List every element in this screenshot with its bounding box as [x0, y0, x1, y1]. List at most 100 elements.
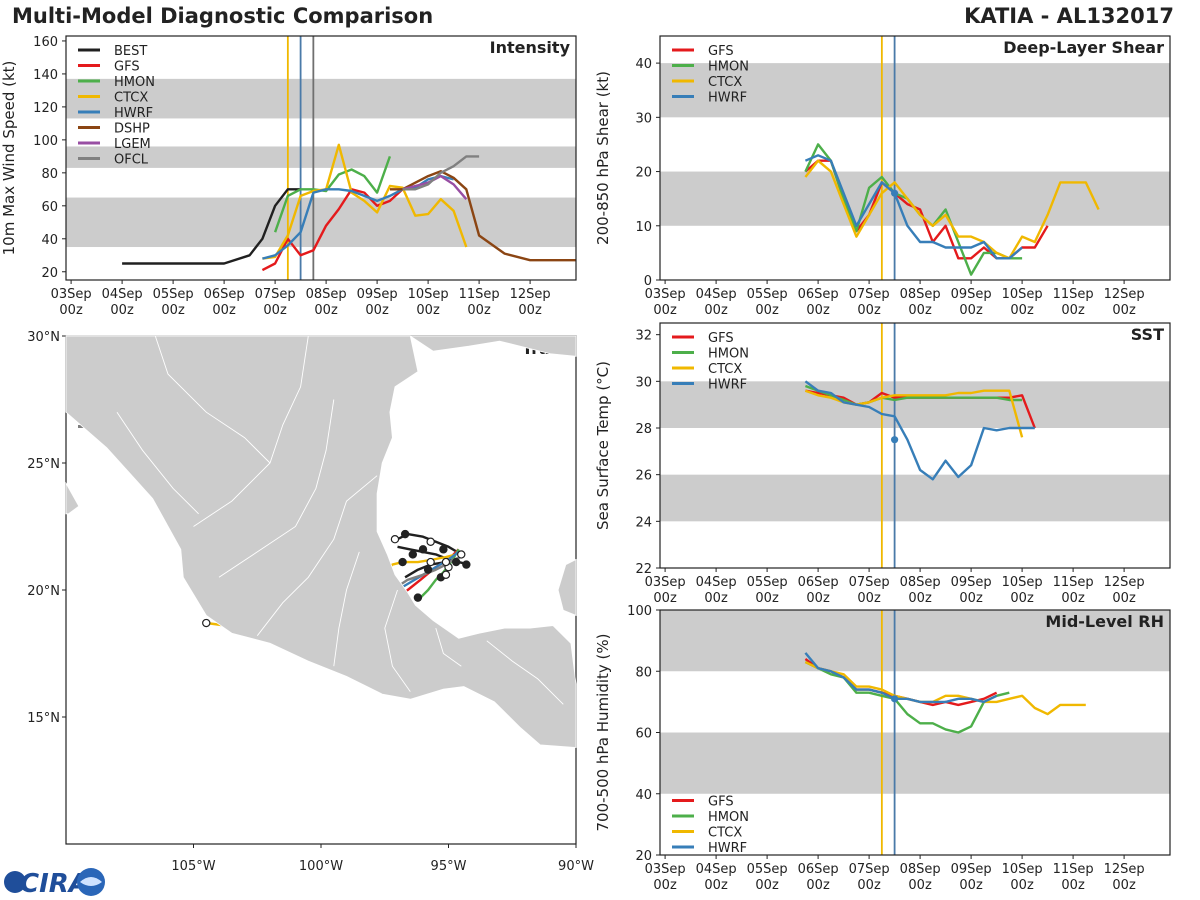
track-point-open	[202, 618, 211, 628]
series-line-hmon	[273, 155, 392, 233]
x-tick-label: 05Sep	[747, 287, 788, 302]
track-point-open	[441, 557, 451, 567]
x-tick-label: 07Sep	[849, 862, 890, 877]
y-tick-label: 80	[635, 665, 652, 680]
x-tick-label: 05Sep	[747, 575, 788, 590]
cira-logo: CIRA	[4, 868, 105, 899]
x-tick-label: 12Sep	[510, 287, 551, 302]
y-tick-label: 26	[635, 469, 652, 484]
x-tick-label: 11Sep	[1053, 575, 1094, 590]
x-tick-label: 08Sep	[900, 862, 941, 877]
track-point-filled	[462, 560, 471, 569]
y-tick-label: 30°N	[27, 330, 60, 345]
legend-label-ofcl: OFCL	[114, 153, 149, 168]
y-axis-label: 200-850 hPa Shear (kt)	[594, 71, 612, 245]
band	[66, 197, 576, 248]
y-tick-label: 100	[627, 604, 652, 619]
legend-label-hmon: HMON	[708, 60, 749, 75]
legend-label-hwrf: HWRF	[708, 378, 747, 393]
x-tick-label: 00z	[908, 303, 932, 318]
y-tick-label: 140	[33, 68, 58, 83]
x-tick-label: 06Sep	[204, 287, 245, 302]
x-tick-label: 00z	[1010, 878, 1034, 893]
y-tick-label: 22	[635, 562, 652, 577]
x-tick-label: 00z	[959, 878, 983, 893]
series-line-gfs	[261, 188, 404, 272]
legend-label-hwrf: HWRF	[708, 91, 747, 106]
x-tick-label: 03Sep	[645, 287, 686, 302]
x-tick-label: 00z	[857, 591, 881, 606]
x-tick-label: 00z	[1112, 303, 1136, 318]
y-tick-label: 28	[635, 422, 652, 437]
x-tick-label: 08Sep	[306, 287, 347, 302]
panel-title: SST	[1131, 325, 1164, 344]
track-map-land	[65, 335, 577, 748]
x-tick-label: 11Sep	[1053, 287, 1094, 302]
x-tick-label: 00z	[161, 303, 185, 318]
x-tick-label: 00z	[1061, 878, 1085, 893]
legend-label-hwrf: HWRF	[708, 841, 747, 856]
x-tick-label: 04Sep	[102, 287, 143, 302]
x-tick-label: 00z	[59, 303, 83, 318]
x-tick-label: 00z	[959, 591, 983, 606]
x-tick-label: 03Sep	[51, 287, 92, 302]
legend-label-gfs: GFS	[708, 44, 734, 59]
x-tick-label: 00z	[653, 591, 677, 606]
y-tick-label: 120	[33, 101, 58, 116]
state-border	[193, 335, 309, 527]
state-border	[384, 589, 411, 692]
x-tick-label: 12Sep	[1104, 862, 1145, 877]
x-tick-label: 08Sep	[900, 287, 941, 302]
series-line-hwrf	[804, 154, 1023, 260]
legend-label-best: BEST	[114, 44, 147, 59]
x-tick-label: 10Sep	[1002, 575, 1043, 590]
y-tick-label: 32	[635, 329, 652, 344]
x-tick-label: 90°W	[558, 859, 594, 874]
track-point-open	[457, 550, 466, 559]
x-tick-label: 03Sep	[645, 575, 686, 590]
panel-intensity: 2040608010012014016003Sep00z04Sep00z05Se…	[0, 35, 577, 318]
state-border	[435, 627, 462, 667]
panel-title: Mid-Level RH	[1045, 612, 1164, 631]
marker-hwrf	[891, 695, 899, 703]
track-point-open	[390, 535, 400, 544]
x-tick-label: 00z	[263, 303, 287, 318]
x-tick-label: 11Sep	[1053, 862, 1094, 877]
x-tick-label: 09Sep	[951, 862, 992, 877]
x-tick-label: 09Sep	[357, 287, 398, 302]
x-tick-label: 00z	[908, 591, 932, 606]
legend-label-ctcx: CTCX	[114, 91, 148, 106]
band	[660, 732, 1170, 794]
state-border	[486, 640, 564, 705]
x-tick-label: 00z	[959, 303, 983, 318]
x-tick-label: 00z	[908, 878, 932, 893]
series-line-hmon	[804, 384, 1023, 406]
x-tick-label: 00z	[704, 878, 728, 893]
legend-label-hmon: HMON	[708, 810, 749, 825]
x-tick-label: 10Sep	[1002, 287, 1043, 302]
y-tick-label: 40	[635, 788, 652, 803]
x-tick-label: 00z	[467, 303, 491, 318]
x-tick-label: 08Sep	[900, 575, 941, 590]
x-tick-label: 10Sep	[1002, 862, 1043, 877]
x-tick-label: 00z	[1061, 303, 1085, 318]
series-line-best	[122, 188, 301, 265]
x-tick-label: 00z	[1112, 878, 1136, 893]
track-point-open	[426, 557, 435, 567]
x-tick-label: 00z	[416, 303, 440, 318]
legend-label-gfs: GFS	[114, 60, 140, 75]
track-point-filled	[408, 550, 417, 559]
x-tick-label: 95°W	[431, 859, 467, 874]
x-tick-label: 00z	[1010, 591, 1034, 606]
x-tick-label: 00z	[704, 591, 728, 606]
track-point-filled	[413, 593, 423, 602]
land-polygon	[66, 335, 577, 357]
legend-label-ctcx: CTCX	[708, 362, 742, 377]
band	[660, 381, 1170, 428]
marker-hwrf	[891, 436, 899, 444]
series-line-ctcx	[804, 159, 1100, 260]
legend-label-dshp: DSHP	[114, 122, 150, 137]
y-axis-label: 10m Max Wind Speed (kt)	[0, 61, 18, 256]
x-tick-label: 105°W	[171, 859, 215, 874]
track-point-filled	[423, 565, 433, 574]
